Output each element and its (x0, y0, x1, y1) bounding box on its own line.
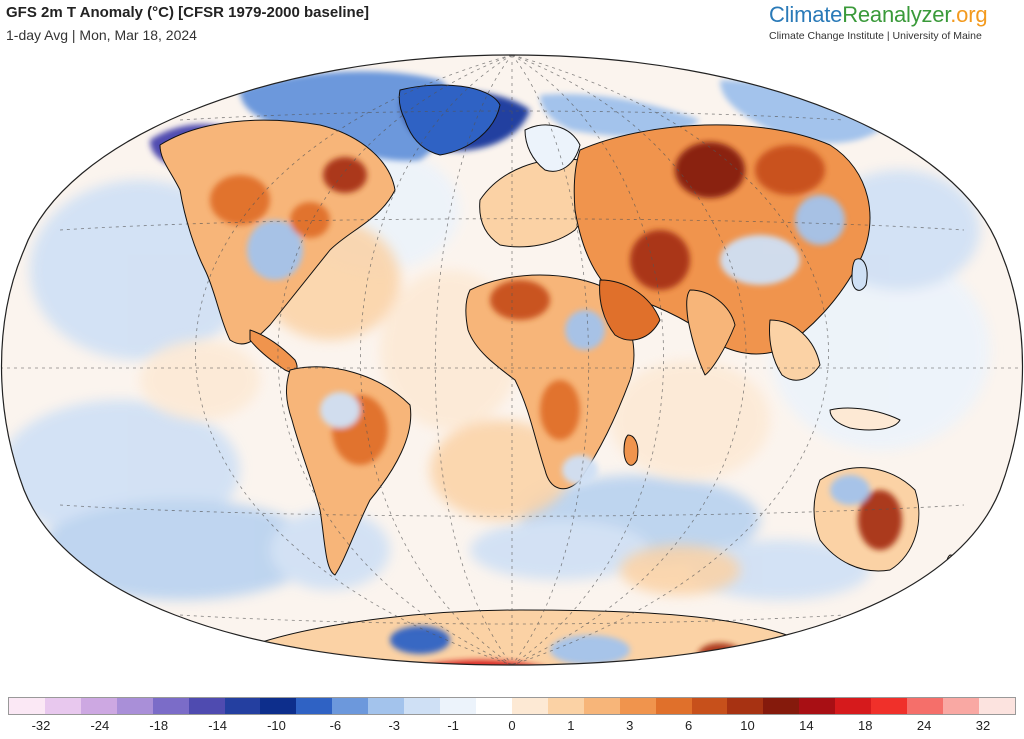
brand-logo-part-org: .org (950, 2, 988, 27)
color-scale-swatch (44, 698, 81, 714)
color-scale-label: 32 (975, 718, 991, 733)
color-scale-label: 24 (916, 718, 932, 733)
color-scale-swatch (9, 698, 45, 714)
color-scale-swatch (188, 698, 225, 714)
color-scale-swatch (727, 698, 764, 714)
graticule (1, 55, 1023, 665)
color-scale-swatch (907, 698, 943, 714)
color-scale-swatch (835, 698, 872, 714)
color-scale-swatch (116, 698, 153, 714)
color-scale-label: 14 (799, 718, 814, 733)
land-se-asia (769, 319, 821, 381)
map-title: GFS 2m T Anomaly (°C) [CFSR 1979-2000 ba… (6, 4, 370, 21)
color-scale-swatch (296, 698, 333, 714)
color-scale-swatch (691, 698, 728, 714)
color-scale-swatch (511, 698, 548, 714)
color-scale-swatch (224, 698, 261, 714)
color-scale-label: -18 (149, 718, 169, 733)
color-scale-swatch (368, 698, 405, 714)
color-scale-label: 6 (685, 718, 693, 733)
color-scale-swatch (619, 698, 656, 714)
land-indonesia (829, 407, 901, 431)
color-scale-label: -32 (31, 718, 51, 733)
color-scale-label: -3 (388, 718, 401, 733)
color-scale-swatch (763, 698, 800, 714)
color-scale-label: -24 (90, 718, 110, 733)
color-scale-swatch (978, 698, 1015, 714)
land-arabia (599, 279, 661, 341)
color-scale-label: -14 (208, 718, 228, 733)
color-scale-swatch (332, 698, 369, 714)
brand-tagline: Climate Change Institute | University of… (769, 30, 982, 42)
brand-logo[interactable]: ClimateReanalyzer.org (769, 2, 1014, 28)
brand-block[interactable]: ClimateReanalyzer.org Climate Change Ins… (769, 2, 1014, 42)
color-scale-swatch (547, 698, 584, 714)
land-greenland (398, 84, 501, 156)
color-scale-swatch (871, 698, 908, 714)
color-scale-label: 0 (508, 718, 516, 733)
color-scale-swatch (942, 698, 979, 714)
color-scale-label: -1 (447, 718, 459, 733)
color-scale-label: 18 (858, 718, 873, 733)
color-scale-swatch (655, 698, 692, 714)
globe-outline (0, 54, 1024, 666)
color-scale-labels: -32 -24 -18 -14 -10 -6 -3 -1 0 1 3 6 10 14 18 24 32 (8, 718, 1016, 734)
land-japan (851, 258, 868, 291)
globe-field (1, 55, 1023, 665)
color-scale-label: 1 (567, 718, 575, 733)
color-scale-swatch (80, 698, 117, 714)
color-scale-label: -10 (267, 718, 286, 733)
color-scale-swatch (799, 698, 836, 714)
color-scale-label: 3 (626, 718, 634, 733)
color-scale-swatch (152, 698, 189, 714)
color-scale-label: -6 (329, 718, 342, 733)
color-scale-swatch (583, 698, 620, 714)
color-scale-swatch (475, 698, 512, 714)
color-scale-bar (8, 697, 1016, 715)
color-scale-swatch (404, 698, 441, 714)
land-india (686, 289, 736, 376)
brand-logo-part-climate: Climate (769, 2, 843, 27)
world-anomaly-map (0, 54, 1024, 666)
land-scandinavia (524, 124, 581, 172)
color-scale-swatch (260, 698, 297, 714)
color-scale-swatch (440, 698, 476, 714)
map-subtitle: 1-day Avg | Mon, Mar 18, 2024 (6, 27, 197, 43)
land-madagascar (623, 434, 639, 466)
brand-logo-part-reanalyzer: Reanalyzer (842, 2, 951, 27)
color-scale-label: 10 (740, 718, 755, 733)
